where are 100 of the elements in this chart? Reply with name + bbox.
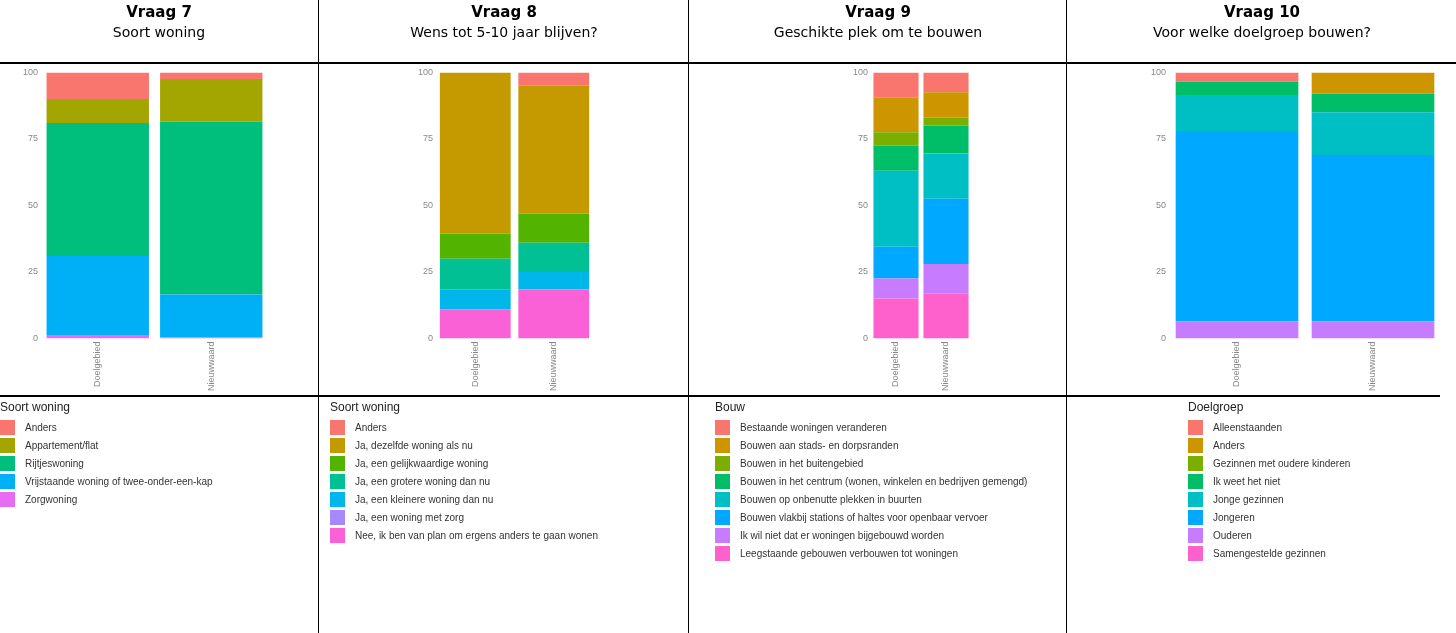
legend-label: Leegstaande gebouwen verbouwen tot woningen xyxy=(740,547,958,559)
legend-label: Zorgwoning xyxy=(25,493,78,505)
y-tick-label: 0 xyxy=(33,332,39,343)
chart-title: Vraag 8 xyxy=(470,2,538,22)
y-tick-label: 25 xyxy=(28,266,39,277)
bar xyxy=(873,298,919,339)
bar xyxy=(46,72,149,100)
bar xyxy=(873,170,919,247)
y-tick-label: 100 xyxy=(1150,66,1167,77)
legend-label: Anders xyxy=(25,421,57,433)
bar xyxy=(46,122,149,256)
bar xyxy=(1175,321,1299,339)
legend-label: Nee, ik ben van plan om ergens anders te gaan wonen xyxy=(355,529,598,541)
bar xyxy=(518,85,590,214)
bar xyxy=(923,263,969,294)
bar xyxy=(1175,72,1299,82)
bar xyxy=(923,198,969,264)
y-tick-label: 25 xyxy=(423,266,434,277)
bar xyxy=(439,233,511,259)
y-tick-label: 0 xyxy=(863,332,869,343)
chart-subtitle: Geschikte plek om te bouwen xyxy=(772,23,984,42)
bar xyxy=(923,125,969,154)
y-tick-label: 25 xyxy=(1156,266,1167,277)
legend-label: Jongeren xyxy=(1213,511,1255,523)
legend-label: Vrijstaande woning of twee-onder-een-kap xyxy=(25,475,213,487)
legend-label: Gezinnen met oudere kinderen xyxy=(1213,457,1351,469)
x-tick-label: Nieuwwaard xyxy=(205,341,216,392)
legend-label: Bouwen vlakbij stations of haltes voor openbaar vervoer xyxy=(740,511,988,523)
x-tick-label: Nieuwwaard xyxy=(940,341,951,392)
y-tick-label: 50 xyxy=(1156,199,1167,210)
legend-title: Doelgroep xyxy=(1188,400,1245,414)
bar xyxy=(160,72,263,80)
legend-label: Bouwen in het buitengebied xyxy=(740,457,864,469)
legend-label: Ik weet het niet xyxy=(1213,475,1281,487)
legend-label: Alleenstaanden xyxy=(1213,421,1282,433)
y-tick-label: 100 xyxy=(22,66,39,77)
bar xyxy=(46,99,149,123)
bar xyxy=(439,309,511,339)
legend-label: Anders xyxy=(355,421,387,433)
y-tick-label: 0 xyxy=(428,332,434,343)
chart-subtitle: Voor welke doelgroep bouwen? xyxy=(1152,23,1372,42)
legend-label: Bouwen in het centrum (wonen, winkelen en bedrijven gemengd) xyxy=(740,475,1028,487)
bar xyxy=(923,92,969,118)
bar xyxy=(873,145,919,171)
bar xyxy=(1311,154,1435,322)
bar xyxy=(46,255,149,336)
bar xyxy=(1175,130,1299,322)
legend-label: Ja, dezelfde woning als nu xyxy=(355,439,473,451)
bar xyxy=(518,242,590,272)
legend-label: Ja, een woning met zorg xyxy=(355,511,464,523)
x-tick-label: Nieuwwaard xyxy=(1367,341,1378,392)
bar xyxy=(1175,95,1299,131)
bar xyxy=(439,289,511,310)
y-tick-label: 75 xyxy=(858,133,869,144)
chart-subtitle: Wens tot 5-10 jaar blijven? xyxy=(409,23,599,42)
bar xyxy=(1311,93,1435,113)
bar xyxy=(873,97,919,133)
bar xyxy=(1311,112,1435,155)
x-tick-label: Doelgebied xyxy=(469,341,480,388)
bar xyxy=(873,132,919,146)
legend-title: Bouw xyxy=(715,400,747,414)
legend-title: Soort woning xyxy=(330,400,402,414)
bar xyxy=(439,258,511,290)
x-tick-label: Doelgebied xyxy=(1231,341,1242,388)
x-tick-label: Nieuwwaard xyxy=(548,341,559,392)
bar xyxy=(518,271,590,290)
legend-label: Ouderen xyxy=(1213,529,1252,541)
bar xyxy=(518,289,590,339)
chart-title: Vraag 7 xyxy=(125,2,193,22)
legend-label: Bouwen op onbenutte plekken in buurten xyxy=(740,493,922,505)
bar xyxy=(160,294,263,338)
bar xyxy=(873,278,919,299)
legend-label: Bouwen aan stads- en dorpsranden xyxy=(740,439,899,451)
bar xyxy=(923,117,969,126)
y-tick-label: 100 xyxy=(852,66,869,77)
y-tick-label: 50 xyxy=(28,199,39,210)
bar xyxy=(923,153,969,199)
bar xyxy=(873,246,919,279)
x-tick-label: Doelgebied xyxy=(92,341,103,388)
bar xyxy=(1311,72,1435,94)
bar xyxy=(923,72,969,93)
bar xyxy=(1311,321,1435,339)
bar xyxy=(160,79,263,122)
y-tick-label: 50 xyxy=(423,199,434,210)
y-tick-label: 100 xyxy=(417,66,434,77)
y-tick-label: 0 xyxy=(1161,332,1167,343)
legend-label: Anders xyxy=(1213,439,1245,451)
legend-label: Ik wil niet dat er woningen bijgebouwd worden xyxy=(740,529,945,541)
chart-subtitle: Soort woning xyxy=(111,23,207,42)
y-tick-label: 50 xyxy=(858,199,869,210)
legend-label: Appartement/flat xyxy=(25,439,99,451)
legend-label: Bestaande woningen veranderen xyxy=(740,421,887,433)
y-tick-label: 25 xyxy=(858,266,869,277)
chart-title: Vraag 10 xyxy=(1222,2,1302,22)
legend-label: Samengestelde gezinnen xyxy=(1213,547,1326,559)
legend-label: Ja, een grotere woning dan nu xyxy=(355,475,491,487)
y-tick-label: 75 xyxy=(1156,133,1167,144)
bar xyxy=(518,72,590,86)
legend-label: Jonge gezinnen xyxy=(1213,493,1284,505)
chart-title: Vraag 9 xyxy=(844,2,912,22)
